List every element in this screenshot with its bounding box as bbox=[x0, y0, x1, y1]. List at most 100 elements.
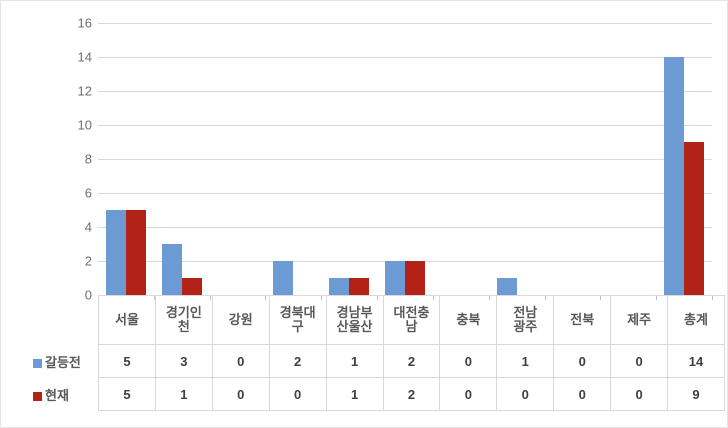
bar-group bbox=[433, 23, 489, 295]
table-value-cell: 5 bbox=[98, 344, 156, 378]
table-value-cell: 9 bbox=[667, 377, 725, 411]
category-label-line: 경기인 bbox=[165, 304, 202, 320]
category-label-line: 구 bbox=[291, 319, 304, 334]
category-header-cell: 경남부 산울산 bbox=[325, 295, 384, 345]
y-tick-label-4: 4 bbox=[84, 219, 92, 235]
table-value-cell: 0 bbox=[553, 377, 612, 411]
bar-group bbox=[154, 23, 210, 295]
bar bbox=[496, 278, 517, 295]
category-header-cell: 충북 bbox=[439, 295, 498, 345]
bar bbox=[384, 261, 405, 295]
table-value-cell: 14 bbox=[667, 344, 725, 378]
category-label-line: 제주 bbox=[627, 311, 652, 327]
bar bbox=[273, 261, 294, 295]
table-value-cell: 5 bbox=[98, 377, 156, 411]
table-value-cell: 1 bbox=[325, 344, 384, 378]
legend-swatch-icon bbox=[33, 391, 42, 401]
bar bbox=[181, 278, 202, 295]
table-value-cell: 2 bbox=[268, 344, 327, 378]
category-label-line: 충북 bbox=[456, 311, 481, 327]
legend-cell: 현재 bbox=[23, 377, 99, 411]
y-tick-label-12: 12 bbox=[77, 83, 92, 99]
category-label-line: 전남 bbox=[513, 304, 538, 320]
category-label-line: 대전충 bbox=[393, 304, 430, 320]
bar bbox=[105, 210, 126, 295]
y-tick-label-0: 0 bbox=[84, 287, 92, 303]
bar bbox=[404, 261, 425, 295]
category-header-cell: 전북 bbox=[553, 295, 612, 345]
table-value-cell: 3 bbox=[154, 344, 213, 378]
category-label-line: 산울산 bbox=[336, 319, 373, 334]
bar bbox=[684, 142, 705, 295]
bar-group bbox=[489, 23, 545, 295]
legend-series-name: 현재 bbox=[45, 387, 69, 403]
table-row: 갈등전 5 3 0 2 1 2 0 1 0 0 14 bbox=[23, 344, 725, 378]
category-header-cell: 전남 광주 bbox=[496, 295, 555, 345]
legend-series-name: 갈등전 bbox=[45, 354, 81, 370]
category-label-line: 경북대 bbox=[279, 304, 316, 320]
category-header-cell: 제주 bbox=[610, 295, 669, 345]
y-tick-label-16: 16 bbox=[77, 15, 92, 31]
gridline-8 bbox=[98, 159, 712, 160]
table-value-cell: 0 bbox=[439, 344, 498, 378]
bar-group bbox=[98, 23, 154, 295]
bar bbox=[161, 244, 182, 295]
table-value-cell: 0 bbox=[211, 377, 270, 411]
table-value-cell: 0 bbox=[439, 377, 498, 411]
gridline-10 bbox=[98, 125, 712, 126]
bar-group bbox=[210, 23, 266, 295]
plot-area bbox=[98, 23, 712, 296]
table-value-cell: 0 bbox=[268, 377, 327, 411]
table-row: 현재 5 1 0 0 1 2 0 0 0 0 9 bbox=[23, 377, 725, 411]
category-label-line: 광주 bbox=[513, 319, 538, 334]
category-header-cell: 경북대 구 bbox=[268, 295, 327, 345]
bar bbox=[664, 57, 685, 295]
category-label-line: 천 bbox=[177, 319, 190, 334]
y-tick-label-2: 2 bbox=[84, 253, 92, 269]
bar-group bbox=[377, 23, 433, 295]
category-label-line: 전북 bbox=[570, 311, 595, 327]
gridline-14 bbox=[98, 57, 712, 58]
category-header-cell: 대전충 남 bbox=[382, 295, 441, 345]
gridline-4 bbox=[98, 227, 712, 228]
category-label-line: 강원 bbox=[228, 311, 253, 327]
table-value-cell: 1 bbox=[154, 377, 213, 411]
bar-group bbox=[321, 23, 377, 295]
gridline-6 bbox=[98, 193, 712, 194]
bar bbox=[125, 210, 146, 295]
table-value-cell: 2 bbox=[382, 377, 441, 411]
y-tick-label-8: 8 bbox=[84, 151, 92, 167]
bar-group bbox=[656, 23, 712, 295]
table-value-cell: 1 bbox=[496, 344, 555, 378]
category-label-line: 경남부 bbox=[336, 304, 373, 320]
y-tick-label-14: 14 bbox=[77, 49, 92, 65]
table-corner-cell bbox=[23, 296, 99, 345]
gridline-12 bbox=[98, 91, 712, 92]
table-value-cell: 0 bbox=[553, 344, 612, 378]
table-value-cell: 0 bbox=[610, 344, 669, 378]
category-header-cell: 경기인 천 bbox=[154, 295, 213, 345]
category-label-line: 남 bbox=[405, 319, 418, 334]
gridline-16 bbox=[98, 23, 712, 24]
bar-group bbox=[600, 23, 656, 295]
table-value-cell: 0 bbox=[610, 377, 669, 411]
legend-swatch-icon bbox=[33, 358, 42, 368]
bar bbox=[329, 278, 350, 295]
bars-layer bbox=[98, 23, 712, 295]
table-value-cell: 0 bbox=[496, 377, 555, 411]
legend-cell: 갈등전 bbox=[23, 344, 99, 378]
bar-group bbox=[265, 23, 321, 295]
bar bbox=[349, 278, 370, 295]
table-header-row: 서울 경기인 천 강원 경북대 구 경남부 산울산 대전충 남 충북 전남 광주 전북 제주 총계 bbox=[23, 295, 725, 345]
category-label-line: 서울 bbox=[114, 311, 139, 327]
y-tick-label-10: 10 bbox=[77, 117, 92, 133]
bar-group bbox=[545, 23, 601, 295]
category-header-cell: 강원 bbox=[211, 295, 270, 345]
category-header-cell: 서울 bbox=[98, 295, 156, 345]
table-value-cell: 0 bbox=[211, 344, 270, 378]
category-label-line: 총계 bbox=[684, 311, 708, 327]
category-header-cell: 총계 bbox=[667, 295, 725, 345]
table-value-cell: 1 bbox=[325, 377, 384, 411]
chart-data-table: 서울 경기인 천 강원 경북대 구 경남부 산울산 대전충 남 충북 전남 광주 전북 제주 총계 갈등전 5 3 0… bbox=[23, 295, 725, 411]
